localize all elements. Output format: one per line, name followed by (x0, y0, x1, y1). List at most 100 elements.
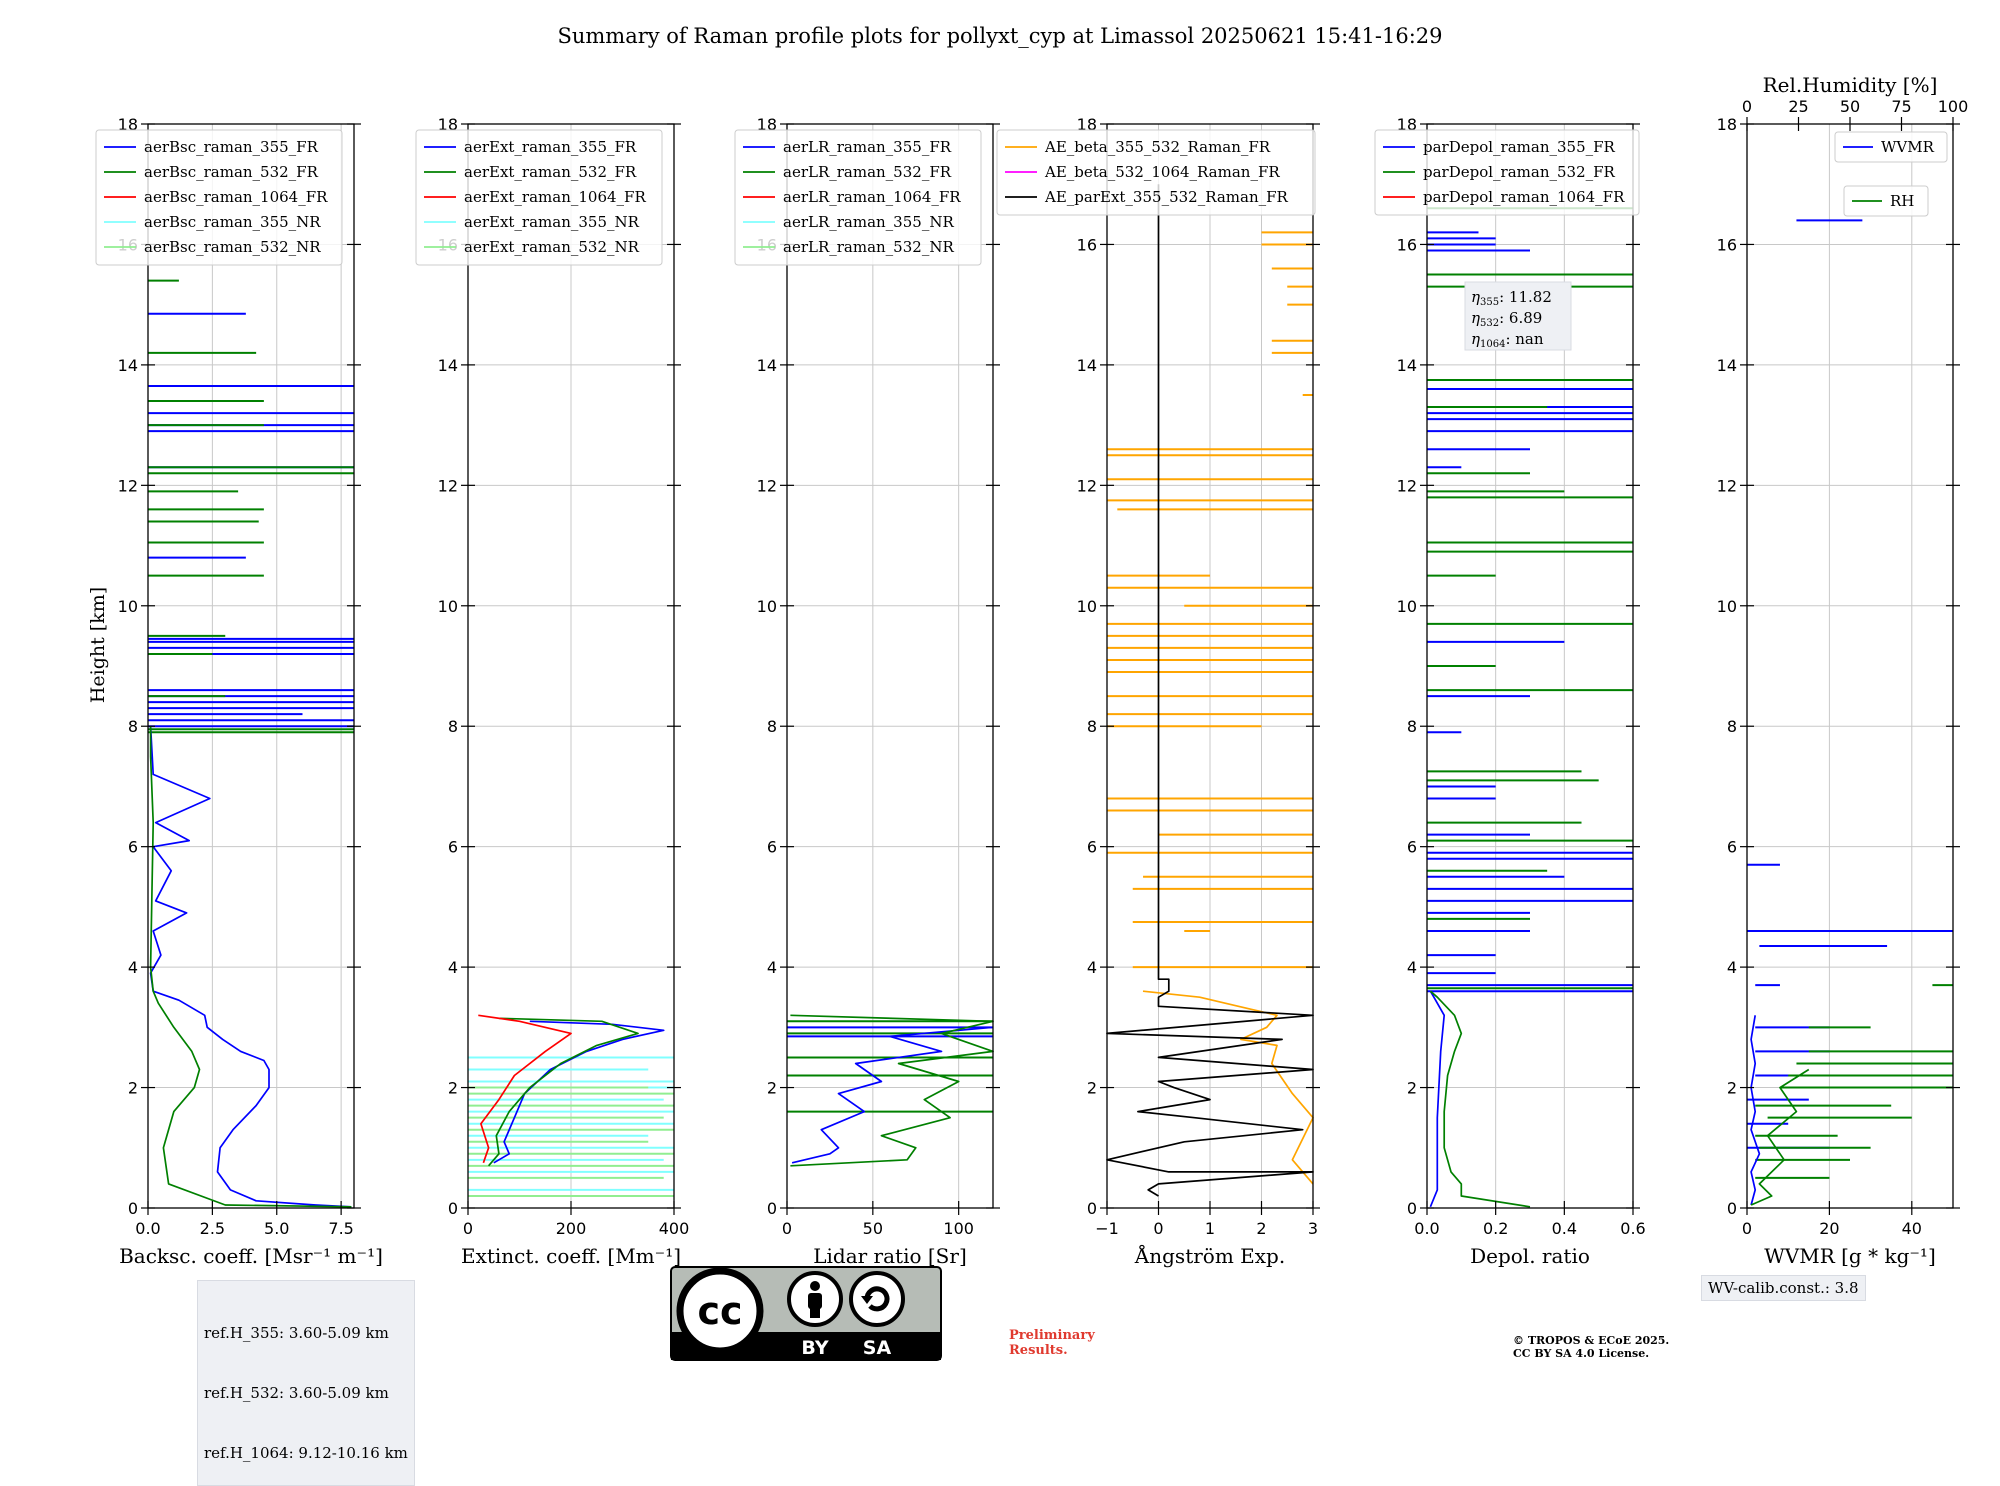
y-tick-label-3: 6 (1727, 838, 1737, 857)
copyright-line-1: © TROPOS & ECoE 2025. (1513, 1334, 1670, 1347)
y-tick-label-3: 6 (128, 838, 138, 857)
x-tick-label-0: 0 (782, 1219, 792, 1238)
copyright-note: © TROPOS & ECoE 2025. CC BY SA 4.0 Licen… (1513, 1334, 1669, 1360)
x-axis-label: Backsc. coeff. [Msr⁻¹ m⁻¹] (119, 1244, 383, 1268)
eta-line-0: η355: 11.82 (1471, 288, 1552, 308)
y-tick-label-2: 4 (1407, 958, 1417, 977)
y-tick-label-2: 4 (767, 958, 777, 977)
series-parDepol_raman_355_FR (1429, 990, 1446, 1208)
y-tick-label-1: 2 (448, 1079, 458, 1098)
y-tick-label-9: 18 (1717, 115, 1737, 134)
ref-height-355: ref.H_355: 3.60-5.09 km (204, 1324, 389, 1342)
y-tick-label-4: 8 (1727, 717, 1737, 736)
x-axis-label: Depol. ratio (1470, 1244, 1590, 1268)
legend-box (415, 129, 663, 266)
x-tick-label-0: 0.0 (135, 1219, 160, 1238)
preliminary-line-2: Results. (1009, 1343, 1068, 1358)
x-tick-label-1: 200 (556, 1219, 587, 1238)
legend-box (996, 129, 1316, 216)
legend-label-4: aerBsc_raman_532_NR (144, 238, 321, 256)
y-tick-label-2: 4 (1727, 958, 1737, 977)
legend-label-0: aerExt_raman_355_FR (464, 138, 637, 156)
legend-label-2: AE_parExt_355_532_Raman_FR (1044, 188, 1289, 206)
y-tick-label-3: 6 (767, 838, 777, 857)
x-axis-label: Extinct. coeff. [Mm⁻¹] (461, 1244, 681, 1268)
share-alike-icon (849, 1271, 905, 1327)
y-tick-label-4: 8 (767, 717, 777, 736)
legend-label-0: aerLR_raman_355_FR (783, 138, 952, 156)
series-aerExt_raman_532_FR (487, 1017, 639, 1167)
ref-height-1064: ref.H_1064: 9.12-10.16 km (204, 1444, 408, 1462)
legend-box (734, 129, 982, 266)
y-tick-label-0: 0 (1087, 1199, 1097, 1218)
x-tick-label-0: 0 (463, 1219, 473, 1238)
series-parDepol_raman_532_FR (1429, 990, 1531, 1208)
series-aerExt_raman_1064_FR (478, 1014, 572, 1164)
y-tick-label-6: 12 (1717, 476, 1737, 495)
y-tick-label-1: 2 (1727, 1079, 1737, 1098)
x-tick-label-2: 1 (1205, 1219, 1215, 1238)
legend-label-0: parDepol_raman_355_FR (1423, 138, 1616, 156)
legend-label-1: aerLR_raman_532_FR (783, 163, 952, 181)
y-tick-label-5: 10 (757, 597, 777, 616)
series-aerBsc_raman_532_FR (149, 726, 352, 1208)
wv-calibration-box: WV-calib.const.: 3.8 (1701, 1275, 1866, 1301)
top-tick-label-0: 0 (1742, 97, 1752, 116)
x-tick-label-1: 0 (1153, 1219, 1163, 1238)
y-tick-label-0: 0 (1727, 1199, 1737, 1218)
x-tick-label-1: 2.5 (200, 1219, 225, 1238)
y-tick-label-7: 14 (757, 356, 777, 375)
series-WVMR (1750, 1015, 1761, 1206)
x-axis-label: Lidar ratio [Sr] (813, 1244, 967, 1268)
y-tick-label-5: 10 (438, 597, 458, 616)
y-tick-label-8: 16 (1077, 235, 1097, 254)
y-tick-label-3: 6 (448, 838, 458, 857)
preliminary-note: Preliminary Results. (1009, 1328, 1095, 1358)
legend-label-1: AE_beta_532_1064_Raman_FR (1044, 163, 1280, 181)
y-tick-label-8: 16 (1397, 235, 1417, 254)
y-tick-label-1: 2 (767, 1079, 777, 1098)
panel-ext: 0246810121416180200400Extinct. coeff. [M… (415, 115, 690, 1268)
preliminary-line-1: Preliminary (1009, 1328, 1095, 1343)
y-tick-label-6: 12 (438, 476, 458, 495)
y-tick-label-9: 18 (1397, 115, 1417, 134)
series-aerLR_raman_355_FR (791, 1026, 994, 1164)
x-tick-label-2: 400 (659, 1219, 690, 1238)
x-axis-label: Ångström Exp. (1134, 1243, 1285, 1268)
y-tick-label-5: 10 (1397, 597, 1417, 616)
legend-label-4: aerExt_raman_532_NR (464, 238, 640, 256)
y-tick-label-6: 12 (757, 476, 777, 495)
legend-label-0: WVMR (1881, 138, 1935, 156)
legend-label-3: aerLR_raman_355_NR (783, 213, 954, 231)
legend-box-0 (1834, 131, 1948, 163)
y-tick-label-4: 8 (448, 717, 458, 736)
x-tick-label-1: 50 (863, 1219, 883, 1238)
y-tick-label-8: 16 (1717, 235, 1737, 254)
attribution-person-icon (787, 1271, 843, 1327)
x-tick-label-0: 0.0 (1414, 1219, 1439, 1238)
legend: WVMR RH (1834, 131, 1948, 217)
legend-label-1: aerExt_raman_532_FR (464, 163, 637, 181)
y-tick-label-4: 8 (1087, 717, 1097, 736)
reference-height-box: ref.H_355: 3.60-5.09 km ref.H_532: 3.60-… (197, 1280, 415, 1486)
eta-line-2: η1064: nan (1471, 330, 1544, 350)
y-tick-label-5: 10 (1077, 597, 1097, 616)
y-tick-label-0: 0 (1407, 1199, 1417, 1218)
y-tick-label-6: 12 (118, 476, 138, 495)
x-tick-label-3: 7.5 (328, 1219, 353, 1238)
axes-frame (147, 123, 355, 1209)
x-tick-label-2: 100 (943, 1219, 974, 1238)
y-tick-label-6: 12 (1397, 476, 1417, 495)
y-tick-label-0: 0 (448, 1199, 458, 1218)
y-tick-label-7: 14 (1397, 356, 1417, 375)
legend-label-1: aerBsc_raman_532_FR (144, 163, 319, 181)
y-tick-label-5: 10 (1717, 597, 1737, 616)
y-tick-label-9: 18 (118, 115, 138, 134)
panel-dep: 0 2 4 6 8 10 12 14 16 18 0.0 0.2 0.4 0.6 Depol. ratio p… (1374, 115, 1646, 1268)
y-tick-label-7: 14 (1077, 356, 1097, 375)
y-tick-label-5: 10 (118, 597, 138, 616)
x-tick-label-0: −1 (1095, 1219, 1119, 1238)
x-tick-label-3: 2 (1256, 1219, 1266, 1238)
